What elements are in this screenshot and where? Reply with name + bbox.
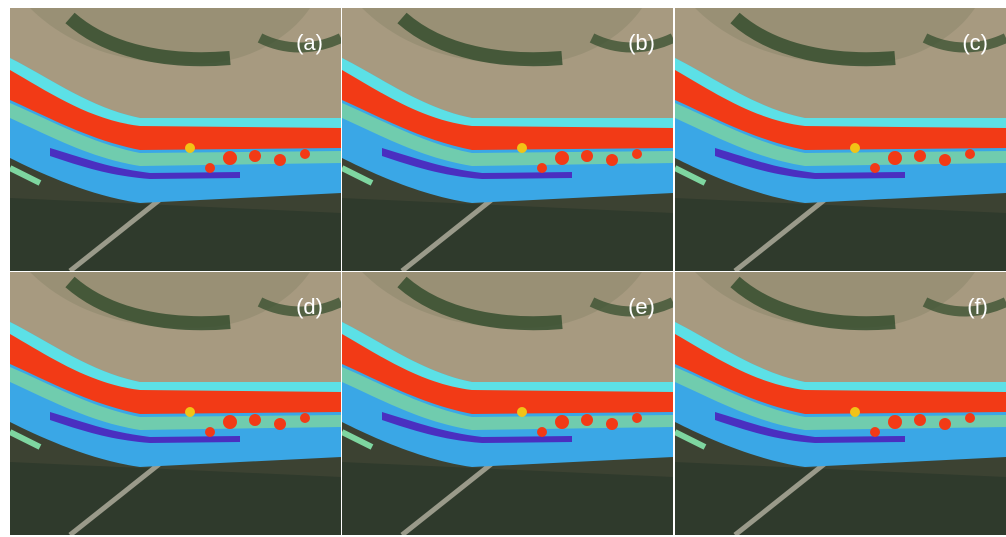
panel-image bbox=[675, 8, 1006, 271]
panel-image bbox=[675, 272, 1006, 535]
panel-label: (a) bbox=[296, 30, 323, 55]
panel: (e) bbox=[342, 272, 673, 535]
panel: (b) bbox=[342, 8, 673, 271]
panel: (d) bbox=[10, 272, 341, 535]
panel-label: (c) bbox=[962, 30, 988, 55]
panel-image bbox=[342, 272, 673, 535]
panel-image bbox=[342, 8, 673, 271]
panel-image bbox=[10, 8, 341, 271]
panel-label: (d) bbox=[296, 294, 323, 319]
panel-label: (e) bbox=[628, 294, 655, 319]
figure: (a) (b) (c) (d) (e) (f) bbox=[0, 0, 1006, 537]
panel: (c) bbox=[675, 8, 1006, 271]
panel-label: (b) bbox=[628, 30, 655, 55]
panel-image bbox=[10, 272, 341, 535]
panel: (f) bbox=[675, 272, 1006, 535]
panel: (a) bbox=[10, 8, 341, 271]
panel-label: (f) bbox=[967, 294, 988, 319]
